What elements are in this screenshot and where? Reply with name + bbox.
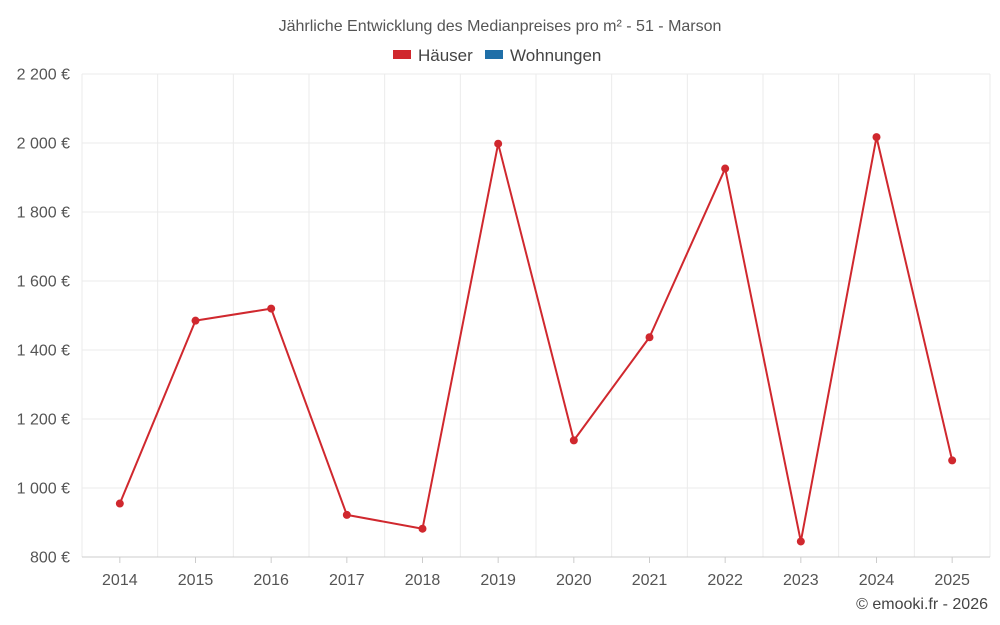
legend-swatch-wohnungen [485, 50, 503, 59]
x-tick-label-2019: 2019 [480, 572, 516, 589]
data-point-haeuser-2020[interactable] [569, 436, 578, 445]
y-tick-label: 1 800 € [17, 205, 70, 222]
y-tick-label: 800 € [30, 550, 70, 567]
x-tick-label-2018: 2018 [405, 572, 441, 589]
x-tick-label-2016: 2016 [253, 572, 289, 589]
series-line-haeuser [118, 136, 954, 543]
x-tick-label-2022: 2022 [707, 572, 743, 589]
y-tick-label: 1 600 € [17, 274, 70, 291]
x-tick-label-2014: 2014 [102, 572, 138, 589]
legend-label-haeuser: Häuser [418, 46, 473, 65]
y-axis-ticks: 800 € 1 000 € 1 200 € 1 400 € 1 600 € 1 800 €… [17, 67, 70, 567]
data-point-haeuser-2017[interactable] [342, 510, 351, 519]
x-tick-label-2021: 2021 [632, 572, 668, 589]
y-tick-label: 2 000 € [17, 136, 70, 153]
data-point-haeuser-2021[interactable] [645, 333, 654, 342]
data-point-haeuser-2015[interactable] [191, 316, 200, 325]
chart-title: Jährliche Entwicklung des Medianpreises … [279, 18, 722, 35]
data-point-haeuser-2019[interactable] [494, 139, 503, 148]
x-axis-ticks: 2014 2015 2016 2017 2018 2019 2020 2021 2022 2023… [102, 557, 970, 589]
series-layer [115, 133, 957, 546]
data-point-haeuser-2023[interactable] [796, 537, 805, 546]
x-tick-label-2015: 2015 [178, 572, 214, 589]
credit-text: © emooki.fr - 2026 [856, 596, 988, 613]
legend-item-wohnungen[interactable]: Wohnungen [485, 46, 601, 65]
legend-label-wohnungen: Wohnungen [510, 46, 601, 65]
data-point-haeuser-2014[interactable] [115, 499, 124, 508]
y-tick-label: 1 400 € [17, 343, 70, 360]
y-tick-label: 1 200 € [17, 412, 70, 429]
legend-swatch-haeuser [393, 50, 411, 59]
x-tick-label-2025: 2025 [934, 572, 970, 589]
data-point-haeuser-2016[interactable] [267, 304, 276, 313]
data-point-haeuser-2018[interactable] [418, 524, 427, 533]
data-point-haeuser-2024[interactable] [872, 133, 881, 142]
x-tick-label-2023: 2023 [783, 572, 819, 589]
legend-item-haeuser[interactable]: Häuser [393, 46, 473, 65]
x-tick-label-2017: 2017 [329, 572, 365, 589]
gridlines [81, 73, 991, 558]
y-tick-label: 1 000 € [17, 481, 70, 498]
data-point-haeuser-2022[interactable] [721, 164, 730, 173]
x-tick-label-2020: 2020 [556, 572, 592, 589]
y-tick-label: 2 200 € [17, 67, 70, 84]
legend: Häuser Wohnungen [393, 46, 601, 65]
data-point-haeuser-2025[interactable] [948, 456, 957, 465]
x-tick-label-2024: 2024 [859, 572, 895, 589]
